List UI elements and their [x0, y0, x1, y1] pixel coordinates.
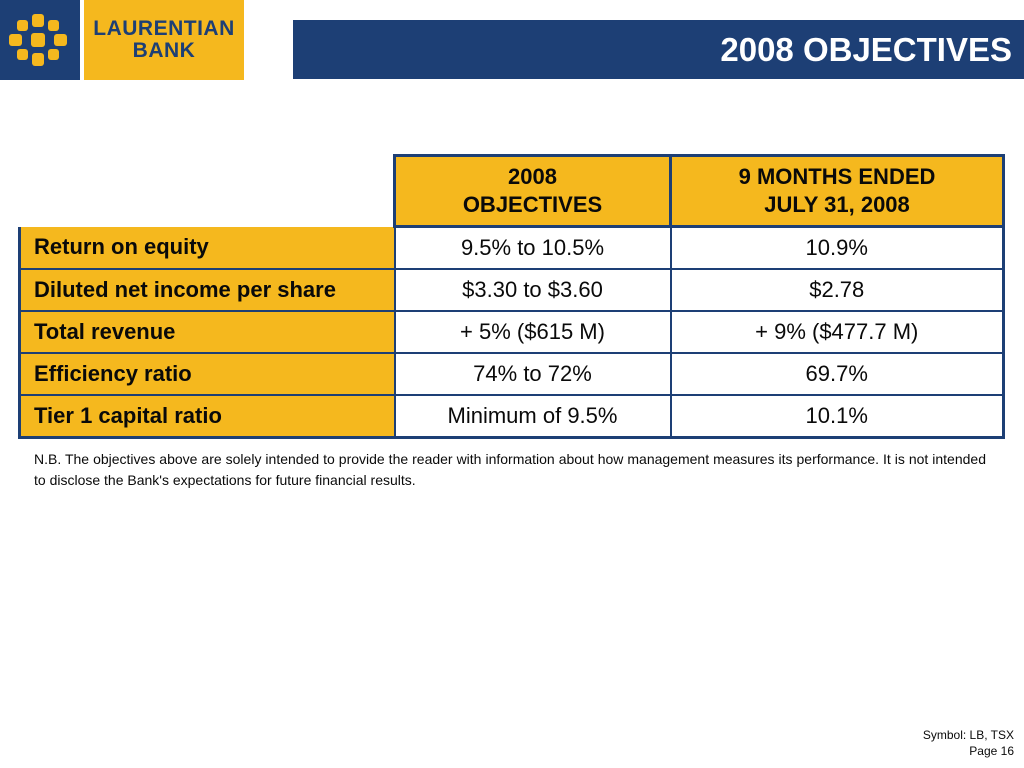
logo-line-2: BANK — [132, 39, 196, 62]
column-header-line: 9 MONTHS ENDED — [738, 164, 936, 189]
objective-value: Minimum of 9.5% — [394, 395, 672, 439]
actual-value: 69.7% — [670, 353, 1005, 396]
column-header-line: JULY 31, 2008 — [764, 192, 910, 217]
objective-value: 74% to 72% — [394, 353, 672, 396]
table-row: Return on equity 9.5% to 10.5% 10.9% — [18, 226, 1005, 270]
footer: Symbol: LB, TSX Page 16 — [923, 727, 1014, 759]
disclaimer-note: N.B. The objectives above are solely int… — [34, 451, 986, 488]
row-label: Tier 1 capital ratio — [18, 395, 396, 439]
objective-value: 9.5% to 10.5% — [394, 226, 672, 270]
row-label: Return on equity — [18, 226, 396, 270]
table-row: Total revenue + 5% ($615 M) + 9% ($477.7… — [18, 311, 1005, 354]
column-header-objectives: 2008 OBJECTIVES — [393, 154, 672, 228]
objective-value: $3.30 to $3.60 — [394, 269, 672, 312]
table-row: Tier 1 capital ratio Minimum of 9.5% 10.… — [18, 395, 1005, 439]
table-header-row: 2008 OBJECTIVES 9 MONTHS ENDED JULY 31, … — [19, 154, 1005, 228]
actual-value: + 9% ($477.7 M) — [670, 311, 1005, 354]
page-title: 2008 OBJECTIVES — [720, 30, 1012, 68]
bank-logo-mark — [0, 0, 80, 80]
actual-value: $2.78 — [670, 269, 1005, 312]
actual-value: 10.9% — [670, 226, 1005, 270]
column-header-line: OBJECTIVES — [462, 192, 603, 217]
row-label: Diluted net income per share — [18, 269, 396, 312]
actual-value: 10.1% — [670, 395, 1005, 439]
laurentian-maple-leaf-icon — [9, 14, 67, 66]
row-label: Total revenue — [18, 311, 396, 354]
objective-value: + 5% ($615 M) — [394, 311, 672, 354]
bank-logo-wordmark: LAURENTIAN BANK — [84, 0, 244, 80]
stock-symbol: Symbol: LB, TSX — [922, 728, 1014, 742]
logo-line-1: LAURENTIAN — [93, 17, 235, 40]
header-blank-cell — [19, 155, 395, 227]
page-number: Page 16 — [969, 744, 1014, 758]
column-header-line: 2008 — [508, 164, 557, 189]
title-bar: 2008 OBJECTIVES — [293, 20, 1024, 79]
column-header-nine-months: 9 MONTHS ENDED JULY 31, 2008 — [669, 154, 1005, 228]
table-row: Efficiency ratio 74% to 72% 69.7% — [18, 353, 1005, 396]
row-label: Efficiency ratio — [18, 353, 396, 396]
table-row: Diluted net income per share $3.30 to $3… — [18, 269, 1005, 312]
objectives-table: 2008 OBJECTIVES 9 MONTHS ENDED JULY 31, … — [18, 154, 1005, 439]
